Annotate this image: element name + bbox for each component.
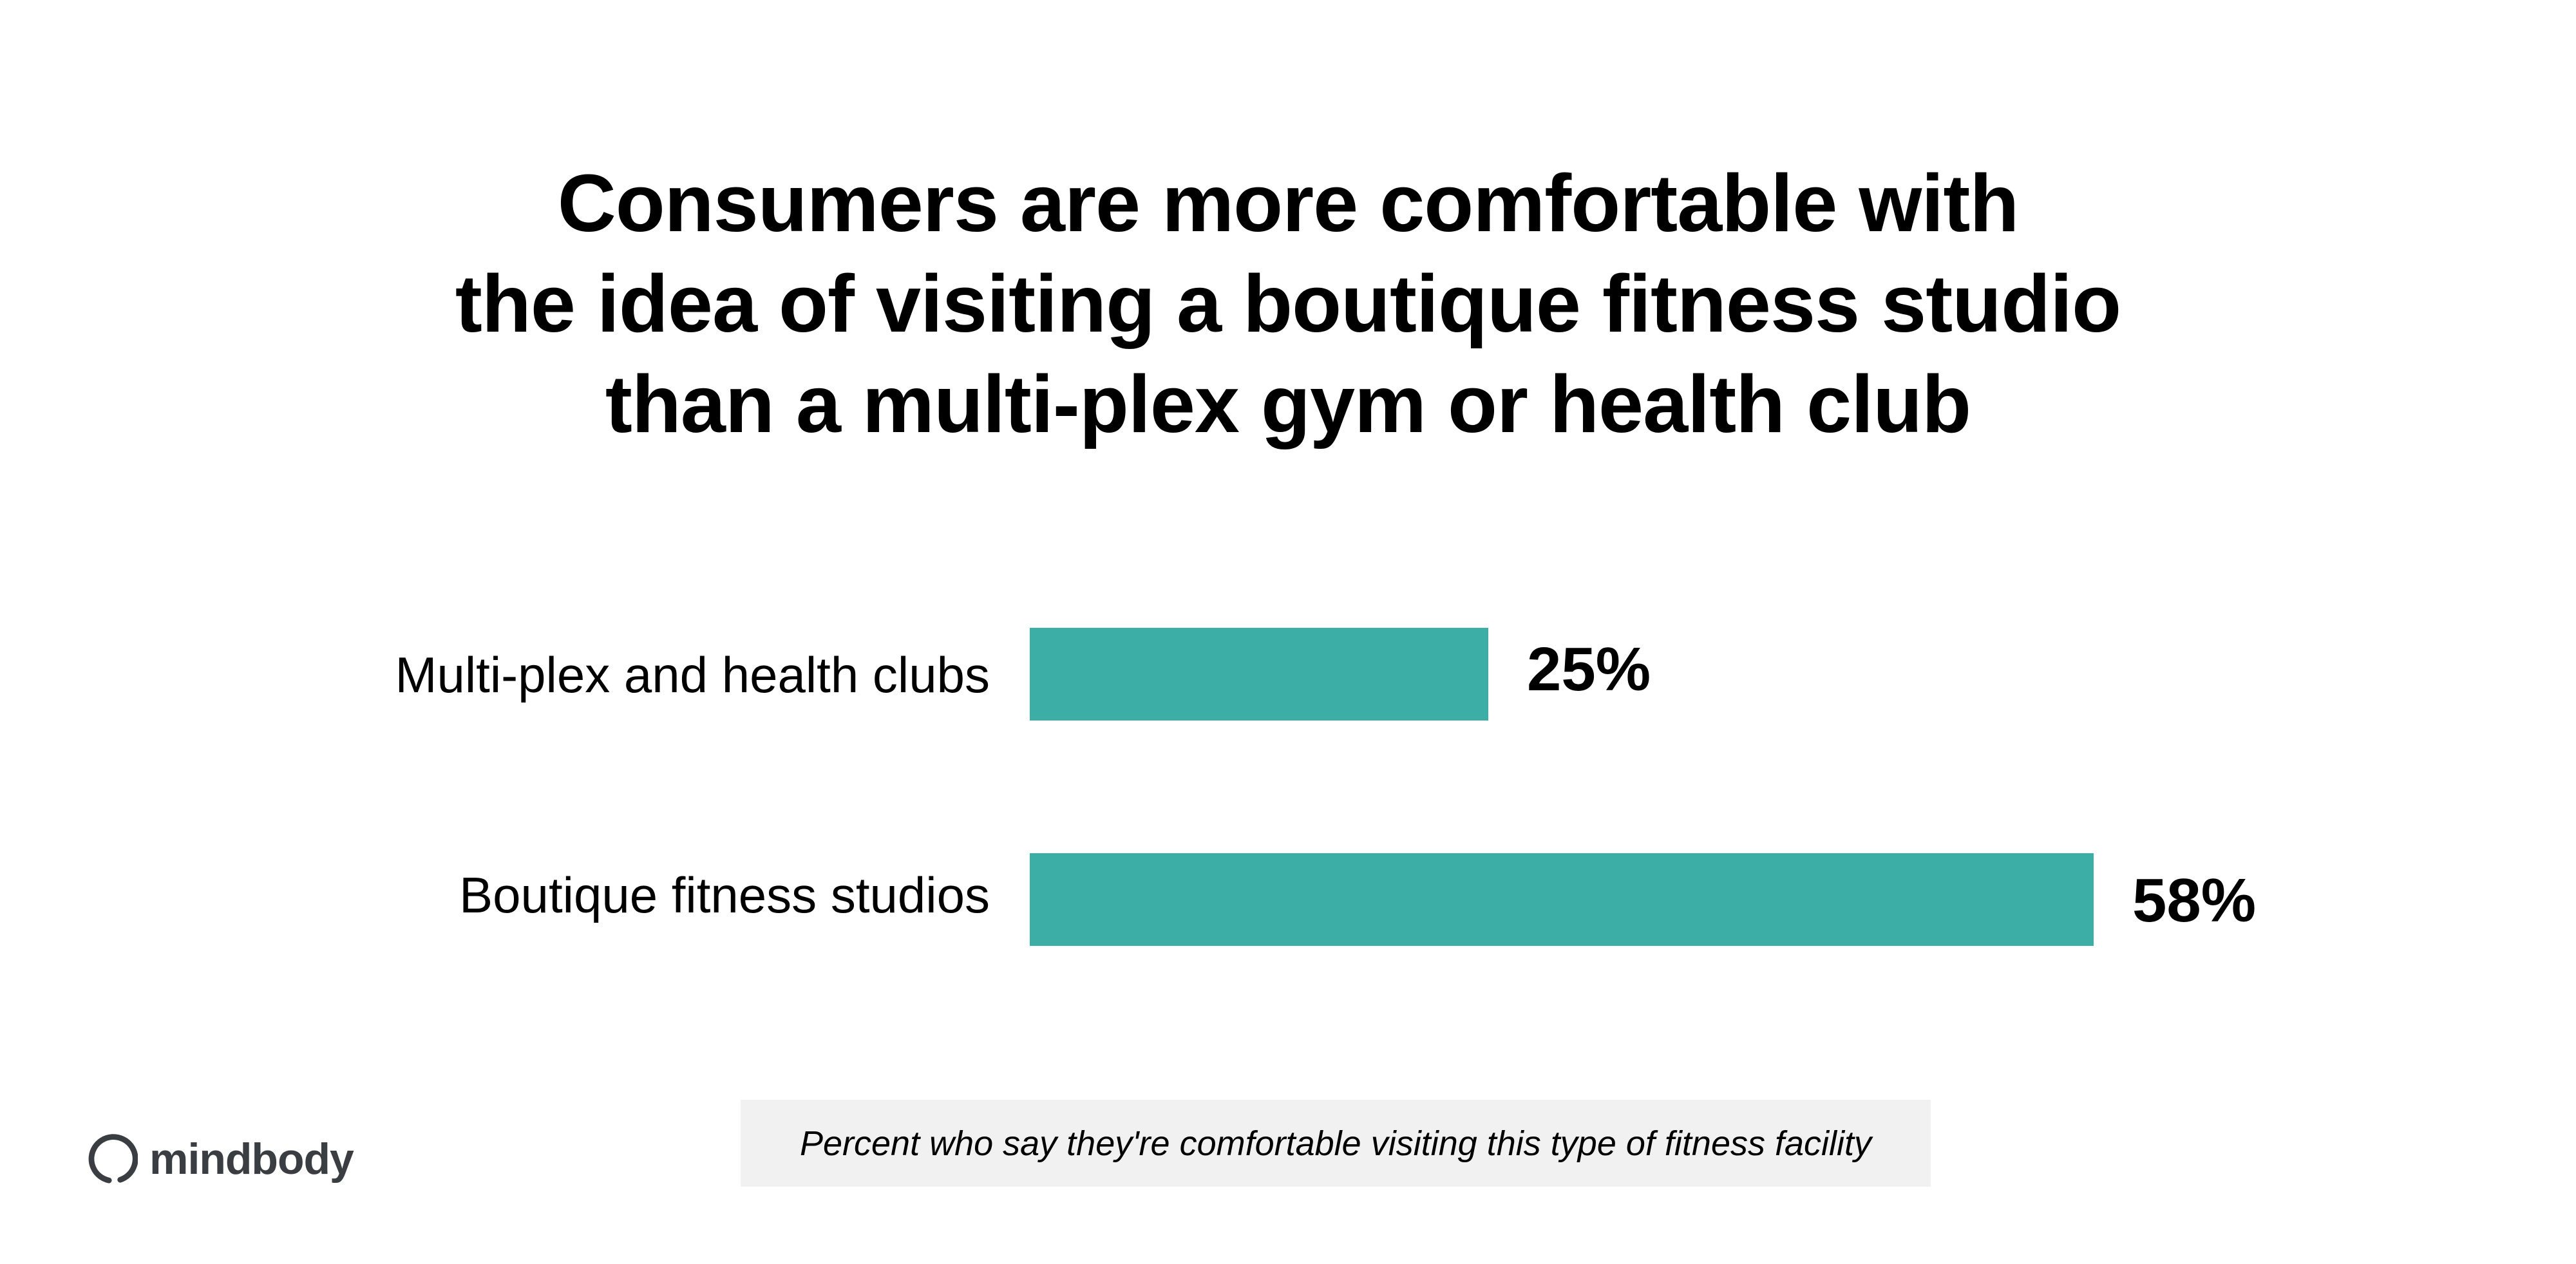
chart-title-line-1: Consumers are more comfortable with bbox=[557, 158, 2020, 249]
bar-multiplex bbox=[1030, 628, 1488, 721]
bar-chart: Multi-plex and health clubs 25% Boutique… bbox=[395, 628, 2257, 946]
value-label-boutique: 58% bbox=[2132, 866, 2257, 935]
value-label-multiplex: 25% bbox=[1527, 635, 1651, 704]
brand-logo: mindbody bbox=[88, 1133, 354, 1185]
category-label-boutique: Boutique fitness studios bbox=[459, 867, 990, 923]
chart-title-line-2: the idea of visiting a boutique fitness … bbox=[455, 258, 2121, 349]
chart-title: Consumers are more comfortable with the … bbox=[0, 153, 2576, 455]
footnote-box: Percent who say they're comfortable visi… bbox=[741, 1100, 1931, 1187]
enso-circle-icon bbox=[88, 1134, 138, 1184]
brand-name: mindbody bbox=[149, 1135, 354, 1184]
footnote-text: Percent who say they're comfortable visi… bbox=[799, 1124, 1872, 1163]
bar-boutique bbox=[1030, 853, 2094, 946]
category-label-multiplex: Multi-plex and health clubs bbox=[395, 646, 990, 703]
chart-title-line-3: than a multi-plex gym or health club bbox=[605, 359, 1971, 449]
